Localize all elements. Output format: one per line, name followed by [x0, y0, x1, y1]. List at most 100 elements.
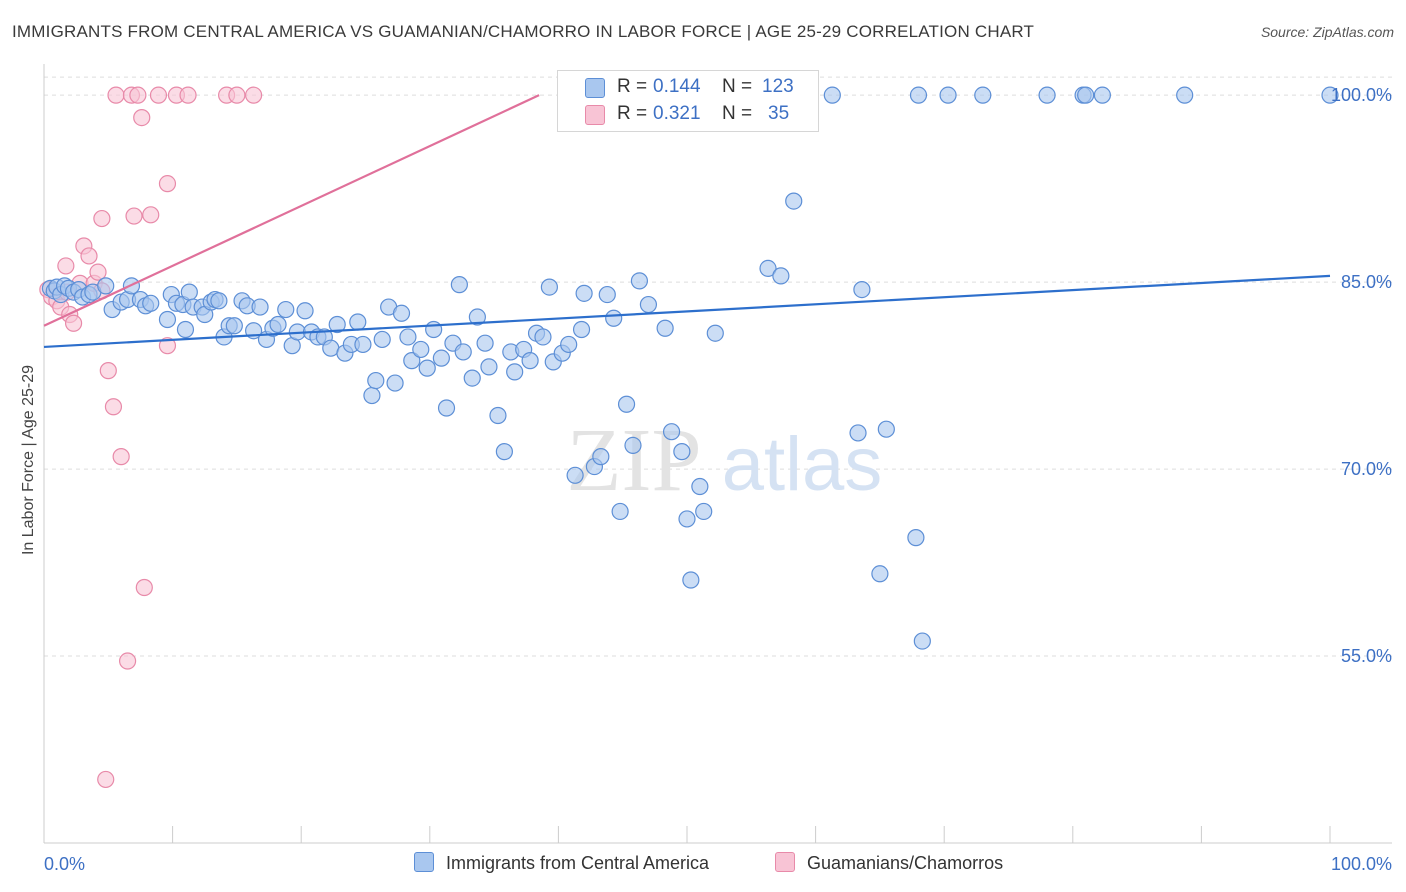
blue-point — [432, 349, 450, 367]
y-tick-label: 100.0% — [1331, 85, 1392, 105]
pink-point — [179, 86, 197, 104]
blue-point — [1038, 86, 1056, 104]
pink-point — [104, 398, 123, 416]
blue-point — [598, 285, 616, 304]
blue-point — [592, 448, 610, 466]
blue-point — [617, 395, 636, 413]
blue-point — [225, 317, 243, 335]
r-value: 0.321 — [653, 103, 701, 124]
pink-swatch — [585, 105, 605, 125]
blue-point — [877, 420, 895, 438]
blue-point — [437, 399, 456, 417]
chart-title: IMMIGRANTS FROM CENTRAL AMERICA VS GUAMA… — [12, 22, 1035, 41]
pink-point — [64, 314, 83, 332]
x-tick-label: 0.0% — [44, 854, 85, 874]
legend-item-guamanians: Guamanians/Chamorros — [775, 852, 1003, 876]
blue-point — [772, 267, 790, 285]
pink-point — [118, 652, 137, 670]
r-label: R = — [617, 76, 648, 97]
blue-point — [534, 328, 552, 346]
blue-point — [849, 424, 867, 442]
blue-point — [939, 86, 957, 104]
pink-point — [125, 207, 143, 225]
pink-point — [129, 86, 147, 104]
blue-point — [560, 335, 578, 354]
pink-point — [158, 337, 177, 355]
blue-point — [656, 319, 674, 337]
blue-point — [454, 343, 472, 361]
blue-point — [566, 466, 584, 484]
blue-point — [540, 278, 558, 296]
blue-point — [759, 259, 777, 278]
blue-point — [823, 86, 841, 104]
blue-point — [678, 510, 696, 528]
blue-point — [871, 565, 889, 583]
blue-point — [399, 328, 417, 346]
blue-point — [691, 477, 709, 496]
blue-point — [506, 363, 524, 381]
blue-point — [468, 308, 486, 326]
blue-point — [495, 443, 513, 461]
pink-point — [93, 209, 111, 228]
blue-point — [480, 358, 498, 376]
blue-point — [418, 359, 436, 377]
n-label: N = — [722, 76, 753, 97]
blue-point — [269, 315, 287, 334]
blue-point — [251, 298, 269, 316]
pink-point — [80, 247, 98, 265]
blue-point — [853, 280, 871, 299]
blue-point — [1077, 86, 1095, 104]
pink-point — [158, 175, 177, 193]
blue-point — [907, 529, 925, 547]
blue-point — [176, 320, 195, 339]
blue-point — [349, 313, 367, 331]
blue-point — [785, 192, 803, 210]
pink-point — [57, 257, 75, 275]
pink-point — [89, 263, 107, 281]
stats-row-blue: R = 0.144 N = 123 — [558, 76, 818, 100]
source-label: Source: ZipAtlas.com — [1260, 24, 1394, 40]
pink-point — [245, 86, 263, 104]
pink-point — [149, 86, 168, 104]
blue-point — [630, 272, 649, 290]
stats-legend: R = 0.144 N = 123 R = 0.321 N = 35 — [557, 70, 819, 132]
blue-point — [142, 294, 160, 312]
blue-point — [412, 340, 430, 359]
blue-point — [639, 295, 658, 314]
x-tick-label: 100.0% — [1331, 854, 1392, 874]
blue-point — [611, 502, 629, 521]
pink-trend-line — [43, 94, 540, 327]
blue-point — [682, 571, 700, 589]
legend-swatch-pink — [775, 852, 795, 872]
stats-row-pink: R = 0.321 N = 35 — [558, 103, 818, 127]
blue-point — [403, 352, 421, 370]
pink-point — [228, 86, 246, 104]
blue-point — [158, 310, 177, 329]
blue-point — [489, 406, 507, 425]
blue-point — [1093, 86, 1111, 104]
blue-point — [180, 283, 198, 301]
blue-point — [673, 443, 691, 461]
legend-item-immigrants: Immigrants from Central America — [414, 852, 709, 876]
blue-point — [695, 502, 713, 521]
blue-point — [1176, 86, 1194, 104]
blue-point — [425, 320, 443, 339]
legend-swatch-blue — [414, 852, 434, 872]
n-label: N = — [722, 103, 753, 124]
blue-point — [277, 300, 295, 319]
blue-point — [624, 436, 642, 454]
blue-trend-line — [43, 274, 1331, 349]
blue-point — [575, 284, 593, 302]
blue-point — [974, 86, 992, 104]
blue-point — [210, 292, 228, 310]
legend-label: Immigrants from Central America — [446, 853, 710, 873]
pink-point — [142, 206, 160, 224]
pink-point — [99, 362, 117, 380]
blue-point — [909, 86, 928, 104]
legend-label: Guamanians/Chamorros — [807, 853, 1004, 873]
pink-point — [112, 448, 130, 466]
blue-point — [521, 352, 539, 370]
pink-point — [133, 108, 151, 127]
blue-point — [463, 369, 481, 387]
